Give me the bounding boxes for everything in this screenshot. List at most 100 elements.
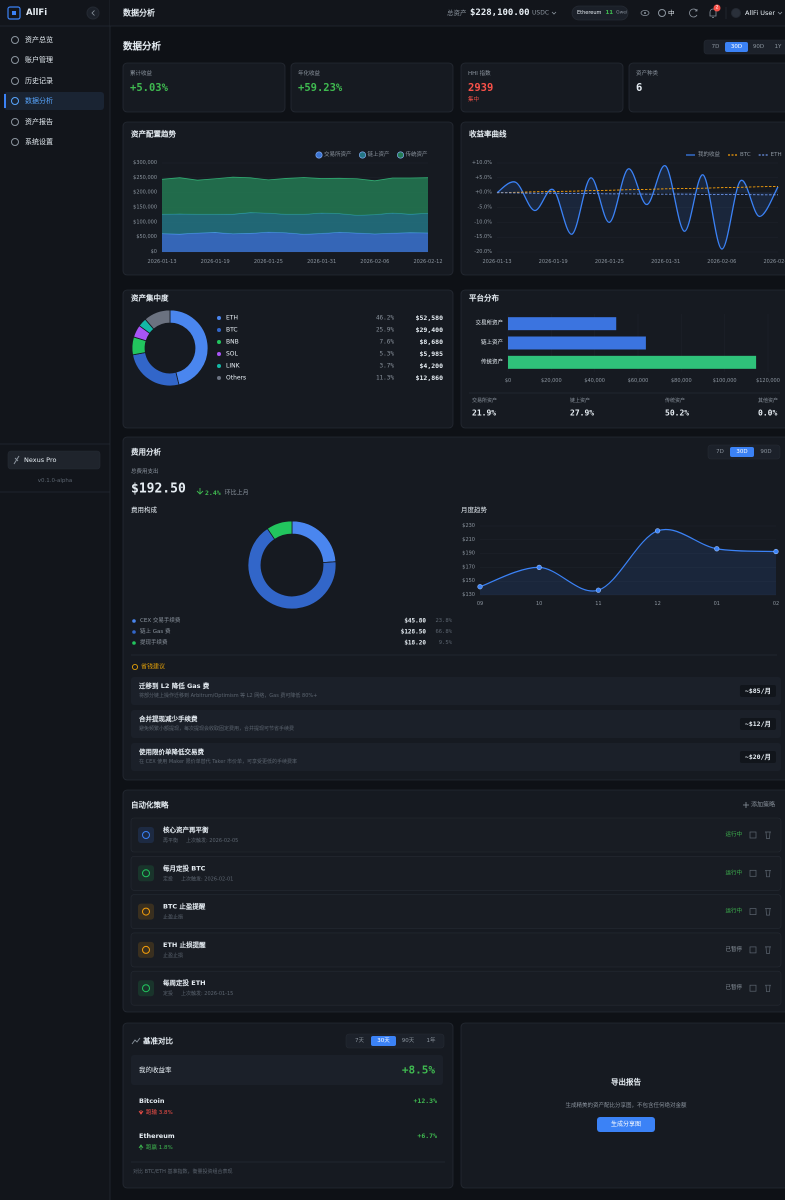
legend-label: BTC [226, 327, 238, 334]
benchmark-name: Ethereum [139, 1132, 175, 1140]
y-tick-label: 交易所资产 [475, 319, 503, 327]
tip-title: 迁移到 L2 降低 Gas 费 [139, 681, 210, 690]
x-tick-label: 02 [773, 601, 779, 607]
version: v0.1.0-alpha [38, 478, 72, 484]
range-label[interactable]: 7天 [355, 1037, 364, 1044]
y-tick-label: +5.0% [475, 175, 492, 181]
area-edge [161, 176, 429, 182]
y-tick-label: -20.0% [474, 249, 492, 255]
strategy-type: 再平衡 [163, 837, 178, 844]
line [496, 192, 779, 196]
y-tick-label: -15.0% [474, 234, 492, 240]
avatar[interactable] [731, 8, 741, 18]
benchmark-value: +12.3% [414, 1097, 438, 1105]
range-label[interactable]: 30天 [377, 1037, 390, 1044]
network: Ethereum [577, 10, 602, 16]
benchmark-icon [131, 1037, 141, 1045]
x-tick-label: 2026-01-31 [307, 259, 336, 265]
strategy-status: 运行中 [725, 907, 742, 915]
tip-title: 使用限价单降低交易费 [138, 747, 205, 756]
range-button-active[interactable] [371, 1036, 396, 1046]
delete-button[interactable] [765, 984, 771, 993]
share-label: 9.5% [439, 640, 453, 646]
plan-label[interactable]: Nexus Pro [24, 456, 57, 464]
range-label[interactable]: 7D [716, 449, 724, 455]
range-label[interactable]: 90天 [402, 1037, 415, 1044]
y-tick-label: $190 [462, 551, 475, 557]
chart-title: 月度趋势 [461, 505, 488, 514]
strategy-last-run: 上次触发: 2026-01-15 [181, 990, 233, 997]
x-tick-label: $80,000 [671, 378, 692, 384]
range-label[interactable]: 1年 [427, 1036, 436, 1044]
share-label: 7.6% [380, 339, 395, 346]
collapse-button[interactable] [86, 6, 100, 20]
plan-button[interactable] [7, 450, 101, 470]
language[interactable]: 中 [668, 8, 675, 17]
nav-icon [11, 118, 19, 126]
range-button-active[interactable] [725, 42, 748, 52]
toggle-button[interactable] [749, 831, 757, 839]
nav-item[interactable]: 资产报告 [25, 117, 53, 126]
currency[interactable]: USDC [532, 10, 549, 17]
refresh-icon[interactable] [689, 8, 698, 18]
y-tick-label: $230 [462, 523, 475, 529]
strategy-icon-bg [138, 827, 154, 843]
x-tick-label: 2026-01-25 [254, 259, 283, 265]
my-return-panel [131, 1055, 443, 1085]
range-label[interactable]: 90D [760, 449, 771, 455]
area [162, 232, 428, 252]
nav-item[interactable]: 系统设置 [25, 137, 53, 146]
toggle-button[interactable] [749, 908, 757, 915]
currency-chevron [551, 11, 557, 15]
range-label[interactable]: 90D [753, 44, 764, 50]
x-tick-label: 2026-01-25 [595, 259, 624, 265]
topbar [110, 0, 785, 26]
share-value: 27.9% [570, 409, 594, 418]
bar [508, 336, 646, 350]
saving-pill [739, 685, 776, 697]
share-button-label[interactable]: 生成分享图 [611, 1120, 641, 1128]
bell-icon[interactable] [709, 8, 717, 18]
user-name[interactable]: AllFi User [745, 9, 775, 17]
strategy-type: 止盈止损 [163, 914, 183, 921]
x-tick-label: $20,000 [541, 378, 562, 384]
nav-item[interactable]: 数据分析 [25, 96, 53, 105]
toggle-button[interactable] [749, 984, 757, 992]
delete-button[interactable] [765, 831, 771, 839]
my-return-value: +8.5% [402, 1064, 435, 1077]
add-icon [743, 802, 749, 808]
share-label: 11.3% [376, 375, 394, 382]
nav-icon [11, 97, 19, 105]
add-strategy[interactable]: 添加策略 [751, 801, 775, 809]
tip-saving: ~$85/月 [745, 687, 771, 695]
legend-label: ETH [226, 315, 238, 322]
tip-icon [131, 663, 139, 671]
amount-label: $29,400 [416, 326, 443, 334]
range-label[interactable]: 30D [736, 449, 747, 455]
chart-title: 资产配置趋势 [131, 129, 176, 139]
range-label[interactable]: 30D [731, 44, 742, 50]
strategy-row [130, 817, 782, 853]
nav-item[interactable]: 资产总览 [25, 35, 53, 44]
delete-button[interactable] [765, 908, 771, 916]
strategy-type: 定投 [163, 990, 173, 997]
nav-item[interactable]: 历史记录 [25, 76, 53, 85]
delete-button[interactable] [765, 869, 771, 878]
range-button-active[interactable] [730, 447, 754, 457]
amount-label: $45.80 [404, 618, 426, 625]
share-button[interactable] [597, 1117, 655, 1132]
eye-icon[interactable] [640, 9, 650, 16]
stat-label: HHI 指数 [468, 69, 491, 77]
nav-item[interactable]: 账户管理 [25, 55, 53, 64]
x-tick-label: $60,000 [628, 378, 649, 384]
strategy-row [130, 932, 782, 968]
delete-button[interactable] [765, 946, 771, 954]
y-tick-label: $100,000 [133, 219, 157, 225]
strategy-icon-bg [138, 903, 154, 920]
strategy-status: 已暂停 [725, 983, 742, 991]
network-pill[interactable] [571, 5, 629, 21]
range-label[interactable]: 7D [712, 44, 720, 50]
range-label[interactable]: 1Y [775, 44, 782, 50]
toggle-button[interactable] [749, 946, 757, 954]
toggle-button[interactable] [749, 869, 757, 877]
